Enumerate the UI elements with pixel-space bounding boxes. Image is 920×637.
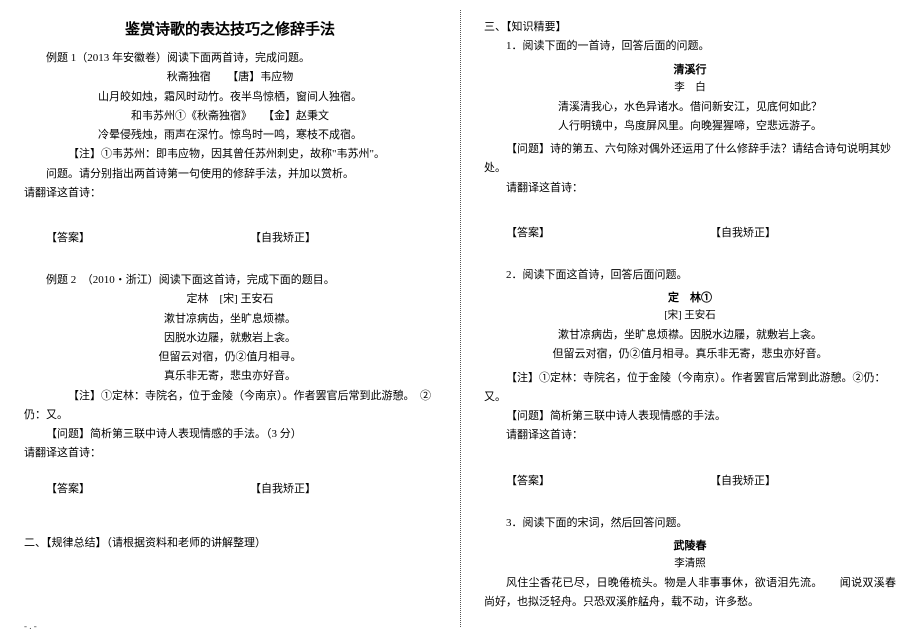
answer-label: 【答案】 — [506, 224, 550, 240]
self-correct-label: 【自我矫正】 — [710, 224, 776, 240]
page-title: 鉴赏诗歌的表达技巧之修辞手法 — [24, 18, 436, 39]
ex2-line3: 但留云对宿，仍②值月相寻。 — [24, 348, 436, 367]
answer-label: 【答案】 — [46, 229, 90, 245]
answer-label: 【答案】 — [506, 472, 550, 488]
q1-answer-row: 【答案】 【自我矫正】 — [484, 224, 896, 240]
answer-label: 【答案】 — [46, 480, 90, 496]
poem1-line2: 人行明镜中，鸟度屏风里。向晚猩猩啼，空悲远游子。 — [484, 117, 896, 136]
self-correct-label: 【自我矫正】 — [250, 480, 316, 496]
ex1-answer-row: 【答案】 【自我矫正】 — [24, 229, 436, 245]
ex1-poem1-line: 山月皎如烛，霜风时动竹。夜半鸟惊栖，窗间人独宿。 — [24, 88, 436, 107]
poem3-title: 武陵春 — [484, 537, 896, 553]
q2-translate: 请翻译这首诗： — [484, 426, 896, 445]
poem2-line1: 漱甘凉病齿，坐旷息烦襟。因脱水边屦，就敷岩上衾。 — [484, 326, 896, 345]
ex2-translate: 请翻译这首诗： — [24, 444, 436, 463]
q2-note: 【注】①定林：寺院名，位于金陵（今南京）。作者罢官后常到此游憩。②仍：又。 — [484, 369, 896, 408]
poem2-line2: 但留云对宿，仍②值月相寻。真乐非无寄，悲虫亦好音。 — [484, 345, 896, 364]
ex2-title: 定林 [宋] 王安石 — [24, 290, 436, 309]
q2-answer-row: 【答案】 【自我矫正】 — [484, 472, 896, 488]
self-correct-label: 【自我矫正】 — [250, 229, 316, 245]
page-footer: - . - — [24, 621, 37, 631]
ex2-header: 例题 2 （2010・浙江）阅读下面这首诗，完成下面的题目。 — [24, 271, 436, 290]
ex2-note: 【注】①定林：寺院名，位于金陵（今南京）。作者罢官后常到此游憩。 ②仍：又。 — [24, 387, 436, 426]
poem1-line1: 清溪清我心，水色异诸水。借问新安江，见底何如此？ — [484, 98, 896, 117]
left-column: 鉴赏诗歌的表达技巧之修辞手法 例题 1（2013 年安徽卷）阅读下面两首诗，完成… — [0, 0, 460, 637]
poem3-body: 风住尘香花已尽，日晚倦梳头。物是人非事事休，欲语泪先流。 闻说双溪春尚好，也拟泛… — [484, 574, 896, 613]
ex2-answer-row: 【答案】 【自我矫正】 — [24, 480, 436, 496]
q3-header: 3．阅读下面的宋词，然后回答问题。 — [484, 514, 896, 533]
ex1-poem1-title: 秋斋独宿 【唐】韦应物 — [24, 68, 436, 87]
self-correct-label: 【自我矫正】 — [710, 472, 776, 488]
ex2-question: 【问题】简析第三联中诗人表现情感的手法。（3 分） — [24, 425, 436, 444]
ex1-poem2-line: 冷晕侵残烛，雨声在深竹。惊鸟时一鸣，寒枝不成宿。 — [24, 126, 436, 145]
ex1-translate: 请翻译这首诗： — [24, 184, 436, 203]
q1-question: 【问题】诗的第五、六句除对偶外还运用了什么修辞手法？请结合诗句说明其妙处。 — [484, 140, 896, 179]
q1-header: 1．阅读下面的一首诗，回答后面的问题。 — [484, 37, 896, 56]
q1-translate: 请翻译这首诗： — [484, 179, 896, 198]
poem2-author: [宋] 王安石 — [484, 307, 896, 322]
ex1-poem2-title: 和韦苏州①《秋斋独宿》 【金】赵秉文 — [24, 107, 436, 126]
section-3: 三、【知识精要】 — [484, 18, 896, 37]
poem3-author: 李清照 — [484, 555, 896, 570]
q2-header: 2．阅读下面这首诗，回答后面问题。 — [484, 266, 896, 285]
ex2-line1: 漱甘凉病齿，坐旷息烦襟。 — [24, 310, 436, 329]
poem1-title: 清溪行 — [484, 61, 896, 77]
ex1-header: 例题 1（2013 年安徽卷）阅读下面两首诗，完成问题。 — [24, 49, 436, 68]
ex2-line4: 真乐非无寄，悲虫亦好音。 — [24, 367, 436, 386]
ex2-line2: 因脱水边屦，就敷岩上衾。 — [24, 329, 436, 348]
ex1-note: 【注】①韦苏州：即韦应物，因其曾任苏州刺史，故称"韦苏州"。 — [24, 145, 436, 164]
poem2-title: 定 林① — [484, 289, 896, 305]
poem1-author: 李 白 — [484, 79, 896, 94]
ex1-question: 问题。请分别指出两首诗第一句使用的修辞手法，并加以赏析。 — [24, 165, 436, 184]
section-2: 二、【规律总结】（请根据资料和老师的讲解整理） — [24, 534, 436, 553]
q2-question: 【问题】简析第三联中诗人表现情感的手法。 — [484, 407, 896, 426]
right-column: 三、【知识精要】 1．阅读下面的一首诗，回答后面的问题。 清溪行 李 白 清溪清… — [460, 0, 920, 637]
